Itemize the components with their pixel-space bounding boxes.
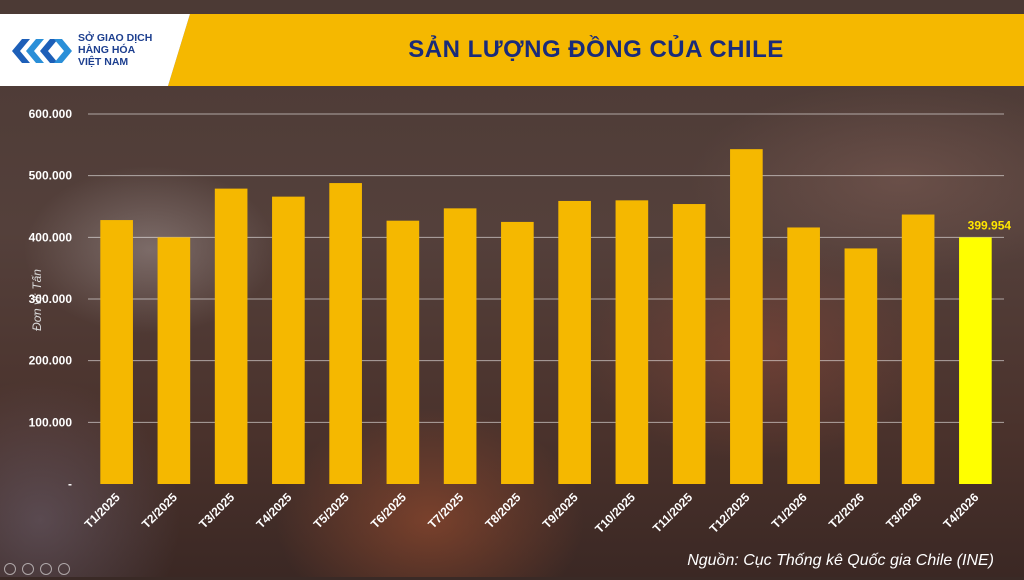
x-tick-label: T8/2025 — [482, 490, 523, 531]
x-tick-label: T5/2025 — [311, 490, 352, 531]
title-banner — [168, 14, 1024, 86]
zoom-icon[interactable] — [58, 563, 70, 575]
bar-t7-2025 — [443, 208, 477, 484]
y-tick-label: 300.000 — [29, 292, 73, 306]
x-tick-label: T4/2026 — [940, 490, 981, 531]
x-tick-label: T1/2026 — [769, 490, 810, 531]
bar-t2-2026 — [844, 248, 878, 484]
source-note: Nguồn: Cục Thống kê Quốc gia Chile (INE) — [687, 552, 994, 569]
bars — [100, 149, 992, 485]
y-tick-label: 100.000 — [29, 415, 73, 429]
y-tick-label: - — [68, 477, 72, 491]
y-tick-label: 200.000 — [29, 354, 73, 368]
x-tick-label: T2/2025 — [139, 490, 180, 531]
bar-t11-2025 — [672, 204, 706, 485]
x-tick-labels: T1/2025 T2/2025 T3/2025 T4/2025 T5/2025 T6/20… — [82, 490, 982, 536]
slide-toolbar[interactable] — [4, 562, 104, 576]
bar-t2-2025 — [157, 237, 191, 484]
bar-t6-2025 — [386, 220, 420, 484]
x-tick-label: T10/2025 — [592, 490, 638, 536]
chart-title: SẢN LƯỢNG ĐỒNG CỦA CHILE — [408, 36, 784, 63]
bar-t1-2026 — [787, 227, 820, 484]
x-tick-label: T12/2025 — [707, 490, 753, 536]
bar-t4-2025 — [272, 196, 305, 484]
x-tick-label: T9/2025 — [540, 490, 581, 531]
bar-t3-2025 — [214, 188, 248, 484]
x-tick-label: T3/2025 — [196, 490, 237, 531]
bar-t12-2025 — [730, 149, 763, 484]
x-tick-label: T2/2026 — [826, 490, 867, 531]
bar-t4-2026 — [959, 237, 992, 484]
bar-t10-2025 — [615, 200, 649, 485]
prev-slide-icon[interactable] — [4, 563, 16, 575]
exchange-logo-icon — [12, 39, 72, 63]
y-tick-labels: - 100.000 200.000 300.000 400.000 500.000 600.… — [29, 107, 73, 491]
x-tick-label: T11/2025 — [650, 490, 696, 536]
x-tick-label: T7/2025 — [425, 490, 466, 531]
x-tick-label: T4/2025 — [253, 490, 294, 531]
y-tick-label: 600.000 — [29, 107, 73, 121]
pen-icon[interactable] — [40, 563, 52, 575]
y-tick-label: 500.000 — [29, 169, 73, 183]
data-label: 399.954 — [968, 218, 1012, 232]
bar-t1-2025 — [100, 220, 133, 485]
y-tick-label: 400.000 — [29, 230, 73, 244]
next-slide-icon[interactable] — [22, 563, 34, 575]
data-labels: 399.954 — [968, 218, 1012, 232]
exchange-logo-text: SỞ GIAO DỊCH HÀNG HÓA VIỆT NAM — [78, 32, 153, 68]
bar-t9-2025 — [558, 200, 591, 484]
bar-t5-2025 — [329, 183, 362, 485]
x-tick-label: T1/2025 — [82, 490, 123, 531]
x-tick-label: T3/2026 — [883, 490, 924, 531]
bar-t8-2025 — [501, 221, 534, 484]
header: SỞ GIAO DỊCH HÀNG HÓA VIỆT NAM SẢN LƯỢNG… — [0, 14, 1024, 86]
x-tick-label: T6/2025 — [368, 490, 409, 531]
logo-area: SỞ GIAO DỊCH HÀNG HÓA VIỆT NAM — [0, 14, 190, 86]
bar-t3-2026 — [901, 214, 935, 484]
